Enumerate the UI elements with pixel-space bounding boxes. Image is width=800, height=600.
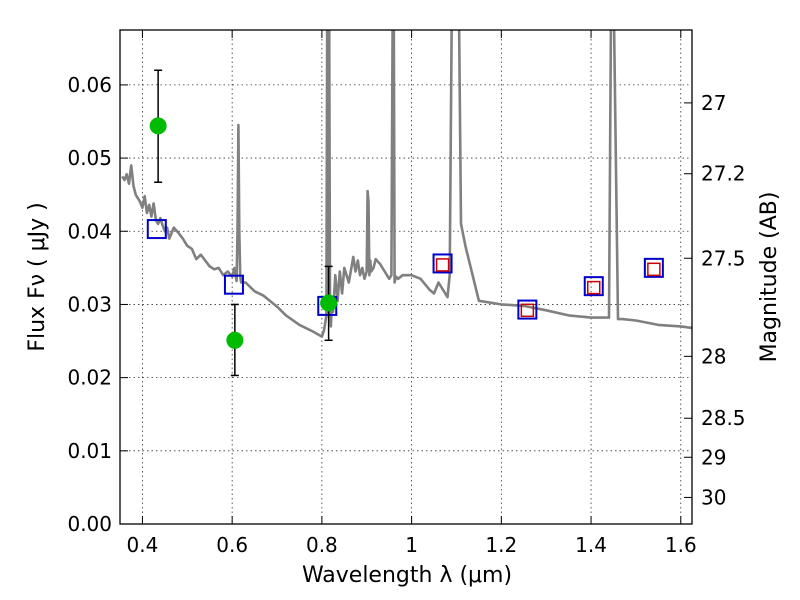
y2-tick-label: 29 (701, 445, 726, 469)
y2-tick-label: 28.5 (701, 406, 746, 430)
blue-square-marker (517, 299, 538, 320)
y2-tick-label: 28 (701, 344, 726, 368)
red-square-marker (520, 303, 535, 318)
blue-square-marker (223, 274, 244, 295)
red-square-marker (647, 262, 661, 277)
red-square-marker (435, 258, 450, 272)
y-ticks: 0.00 0.01 0.02 0.03 0.04 0.05 0.06 (67, 73, 128, 536)
y2-ticks: 27 27.2 27.5 28 28.5 29 30 (684, 91, 746, 509)
model-spectrum-line (121, 30, 692, 338)
y-tick-label: 0.06 (67, 73, 112, 97)
y2-tick-label: 30 (701, 485, 726, 509)
x-tick-label: 1.2 (485, 533, 517, 557)
blue-square-marker (432, 253, 453, 274)
blue-square-marker (643, 257, 664, 278)
x-tick-label: 1 (405, 533, 418, 557)
x-tick-label: 0.4 (127, 533, 159, 557)
model-spectrum-polyline (121, 30, 692, 338)
x-tick-label: 0.6 (216, 533, 248, 557)
y-tick-label: 0.01 (67, 439, 112, 463)
y2-tick-label: 27 (701, 91, 726, 115)
y2-tick-label: 27.2 (701, 162, 746, 186)
grid (120, 30, 692, 525)
x-tick-label: 1.4 (575, 533, 607, 557)
green-circle-marker (149, 117, 167, 135)
green-circle-marker (320, 294, 338, 312)
x-tick-label: 0.8 (306, 533, 338, 557)
y-axis-label: Flux Fν ( μJy ) (25, 202, 50, 351)
x-axis-label: Wavelength λ (μm) (302, 563, 512, 588)
y2-tick-label: 27.5 (701, 246, 746, 270)
y2-axis-label: Magnitude (AB) (757, 192, 782, 363)
markers (146, 69, 664, 377)
plot-frame (119, 29, 693, 525)
red-square-marker (587, 280, 601, 295)
x-tick-label: 1.6 (665, 533, 697, 557)
x-ticks: 0.4 0.6 0.8 1 1.2 1.4 1.6 (127, 30, 697, 557)
y-tick-label: 0.00 (67, 512, 112, 536)
y-tick-label: 0.05 (67, 146, 112, 170)
y-tick-label: 0.02 (67, 366, 112, 390)
blue-square-marker (146, 219, 167, 240)
green-circle-marker (226, 331, 244, 349)
blue-square-marker (583, 276, 604, 297)
y-tick-label: 0.04 (67, 219, 112, 243)
y-tick-label: 0.03 (67, 292, 112, 316)
